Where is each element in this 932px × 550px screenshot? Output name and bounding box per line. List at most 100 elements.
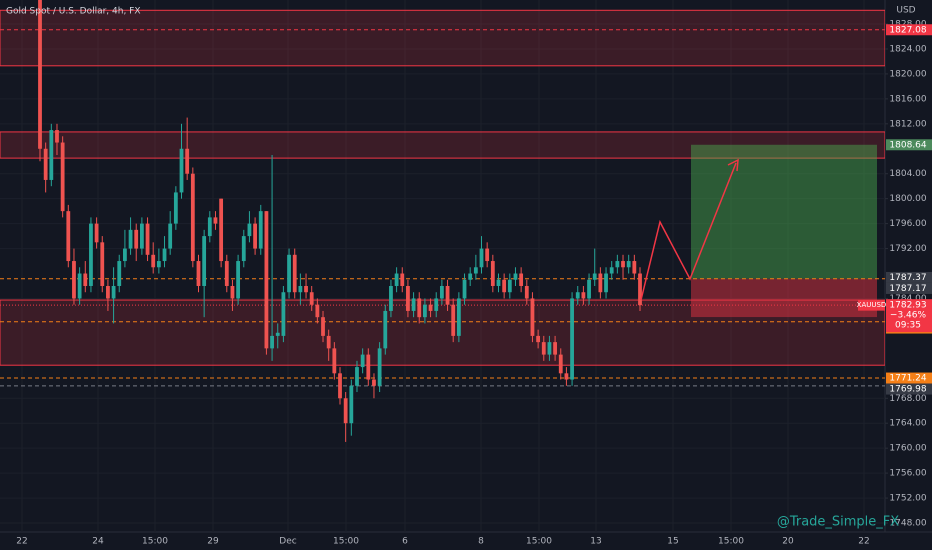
- y-tick-label: 1760.00: [889, 444, 926, 454]
- candle-body: [360, 354, 365, 368]
- y-tick-label: 1756.00: [889, 469, 926, 479]
- candle-body: [553, 342, 557, 355]
- candle-body: [315, 304, 320, 318]
- candle-body: [411, 298, 416, 311]
- last-symbol: XAUUSD: [857, 301, 887, 309]
- price-label: 1771.24: [889, 374, 926, 384]
- candle-body: [451, 304, 456, 336]
- symbol-box: [858, 299, 885, 311]
- candle-body: [479, 248, 484, 268]
- candle-body: [219, 198, 224, 262]
- candle-body: [117, 261, 122, 286]
- price-label: 1808.64: [889, 140, 926, 150]
- candle-body: [604, 273, 608, 293]
- watermark: @Trade_Simple_FX: [777, 515, 899, 530]
- x-tick-label: 15:00: [333, 537, 359, 547]
- y-tick-label: 1804.00: [889, 169, 926, 179]
- candle-body: [332, 348, 337, 374]
- price-label: 1769.98: [889, 385, 926, 395]
- candle-body: [134, 229, 139, 249]
- candle-body: [258, 211, 263, 249]
- candle-body: [445, 285, 450, 305]
- candle-body: [128, 229, 133, 249]
- candle-body: [456, 298, 461, 336]
- candle-body: [173, 192, 178, 224]
- axis: 1748.00 1752.00 1756.00 1760.00 1764.00 1768.…: [16, 20, 932, 547]
- zone: [0, 131, 885, 159]
- candle-body: [213, 217, 218, 224]
- candle-body: [162, 248, 167, 262]
- price-label-box: [886, 282, 932, 294]
- candle-body: [72, 261, 76, 299]
- price-label: 1827.08: [889, 25, 926, 35]
- candle-body: [111, 285, 116, 299]
- x-tick-label: 15: [667, 537, 678, 547]
- candle-body: [587, 279, 591, 299]
- price-label-box: [886, 383, 932, 395]
- candle-body: [224, 261, 229, 286]
- x-tick-label: 6: [402, 537, 408, 547]
- candle-body: [406, 285, 410, 311]
- candle-body: [83, 273, 88, 286]
- candle-body: [423, 304, 427, 318]
- price-label-box: [886, 372, 932, 384]
- candle-body: [507, 279, 512, 293]
- candle-body: [281, 292, 286, 336]
- candle-body: [94, 223, 99, 243]
- candle-body: [394, 273, 399, 286]
- candle-body: [366, 354, 371, 380]
- last-change: −3.46%: [890, 311, 927, 321]
- candle-body: [321, 317, 325, 336]
- zones: [0, 9, 885, 387]
- candle-body: [575, 292, 580, 299]
- x-tick-label: 15:00: [526, 537, 552, 547]
- candle-body: [270, 335, 274, 349]
- candle-body: [343, 398, 348, 424]
- candle-body: [609, 267, 614, 274]
- candle-body: [77, 273, 82, 299]
- x-tick-label: 20: [782, 537, 794, 547]
- y-tick-label: 1792.00: [889, 244, 926, 254]
- y-tick-label: 1800.00: [889, 194, 926, 204]
- candle-body: [547, 342, 552, 355]
- candle-body: [349, 385, 354, 424]
- candle-body: [626, 261, 631, 268]
- candle-body: [338, 373, 342, 399]
- candle-body: [304, 285, 308, 293]
- candle-body: [236, 261, 241, 299]
- candle-body: [207, 217, 212, 237]
- candle-body: [38, 0, 42, 149]
- candle-body: [558, 354, 563, 374]
- candle-body: [60, 142, 65, 212]
- zone: [0, 299, 885, 366]
- candle-body: [485, 248, 490, 262]
- candle-body: [298, 285, 303, 293]
- candle-body: [196, 261, 201, 286]
- x-tick-label: 29: [207, 537, 219, 547]
- arrow-head: [727, 158, 739, 172]
- candle-body: [519, 273, 524, 286]
- candle-body: [139, 223, 144, 249]
- candle-body: [592, 273, 597, 280]
- candle-body: [383, 310, 388, 349]
- y-tick-label: 1796.00: [889, 219, 926, 229]
- candle-body: [253, 223, 257, 249]
- candle-body: [570, 298, 574, 380]
- candle-body: [530, 298, 535, 336]
- candle-body: [632, 261, 637, 274]
- candle-body: [89, 223, 93, 286]
- candle-body: [190, 173, 195, 262]
- candle-body: [230, 285, 235, 299]
- price-label-box: [886, 139, 932, 151]
- candle-body: [524, 285, 529, 299]
- candle-body: [638, 273, 642, 306]
- zone: [0, 9, 885, 67]
- candle-body: [145, 223, 150, 255]
- candle-body: [66, 211, 71, 262]
- x-tick-label: 13: [590, 537, 601, 547]
- x-tick-label: 8: [478, 537, 484, 547]
- candle-body: [55, 130, 59, 143]
- candle-body: [462, 279, 467, 299]
- candle-body: [564, 373, 569, 380]
